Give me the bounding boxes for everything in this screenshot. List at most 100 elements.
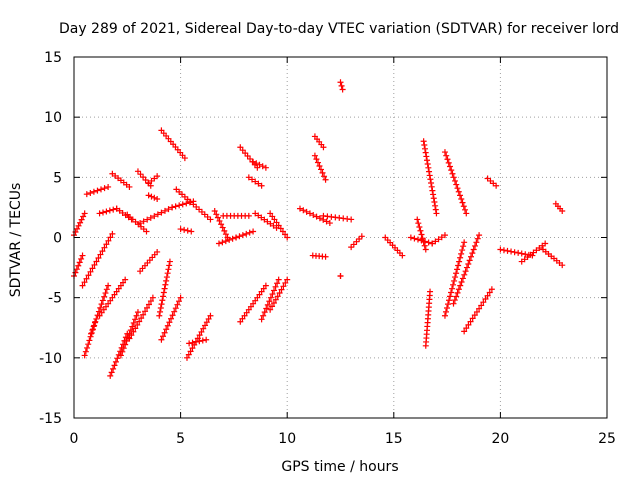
data-point xyxy=(427,176,434,183)
x-tick-label: 15 xyxy=(385,431,403,447)
data-point xyxy=(314,159,321,166)
data-point xyxy=(322,176,329,183)
data-point xyxy=(445,159,452,166)
data-point xyxy=(348,244,355,251)
data-point xyxy=(154,173,161,180)
data-point xyxy=(426,172,433,179)
data-series xyxy=(83,183,112,198)
data-series xyxy=(158,294,184,343)
data-point xyxy=(423,153,430,160)
data-point xyxy=(279,228,286,235)
data-point xyxy=(449,285,456,292)
data-series xyxy=(71,210,88,239)
data-point xyxy=(449,170,456,177)
data-point xyxy=(166,319,173,326)
data-point xyxy=(95,255,102,262)
data-point xyxy=(161,285,168,292)
data-point xyxy=(272,296,279,303)
data-point xyxy=(260,285,267,292)
data-series xyxy=(250,158,269,171)
data-series xyxy=(145,192,161,202)
data-point xyxy=(106,207,113,214)
data-point xyxy=(165,206,172,213)
data-point xyxy=(164,322,171,329)
data-point xyxy=(107,234,114,241)
data-series xyxy=(382,234,406,259)
data-series xyxy=(245,174,265,189)
data-point xyxy=(422,149,429,156)
data-point xyxy=(262,282,269,289)
data-series xyxy=(429,232,448,247)
data-point xyxy=(471,312,478,319)
data-point xyxy=(458,279,465,286)
data-point xyxy=(78,255,85,262)
data-point xyxy=(267,294,274,301)
data-point xyxy=(313,213,320,220)
data-point xyxy=(165,266,172,273)
data-point xyxy=(247,303,254,310)
data-point xyxy=(273,219,280,226)
data-point xyxy=(468,253,475,260)
data-point xyxy=(278,286,285,293)
data-point xyxy=(428,180,435,187)
data-point xyxy=(107,297,114,304)
data-point xyxy=(320,144,327,151)
data-point xyxy=(239,315,246,322)
data-point xyxy=(259,163,266,170)
data-point xyxy=(271,216,278,223)
data-point xyxy=(270,222,277,229)
data-point xyxy=(154,211,161,218)
data-point xyxy=(254,294,261,301)
data-point xyxy=(488,286,495,293)
data-point xyxy=(250,228,257,235)
data-point xyxy=(459,247,466,254)
data-point xyxy=(229,235,236,242)
data-marks xyxy=(71,79,566,379)
x-axis-title: GPS time / hours xyxy=(281,459,398,475)
y-tick-label: -10 xyxy=(39,351,62,367)
data-point xyxy=(457,192,464,199)
data-point xyxy=(211,208,218,215)
data-point xyxy=(426,168,433,175)
data-point xyxy=(163,277,170,284)
data-point xyxy=(137,220,144,227)
data-series xyxy=(158,127,188,162)
data-point xyxy=(99,248,106,255)
data-point xyxy=(75,262,82,269)
data-point xyxy=(261,216,268,223)
data-point xyxy=(102,290,109,297)
data-point xyxy=(219,224,226,231)
data-point xyxy=(78,216,85,223)
data-point xyxy=(160,333,167,340)
data-series xyxy=(320,212,355,223)
data-point xyxy=(73,266,80,273)
data-point xyxy=(458,195,465,202)
data-point xyxy=(89,327,96,334)
data-point xyxy=(255,180,262,187)
data-point xyxy=(108,369,115,376)
data-point xyxy=(90,323,97,330)
data-point xyxy=(458,250,465,257)
data-point xyxy=(126,183,133,190)
data-series xyxy=(267,276,291,313)
data-point xyxy=(99,209,106,216)
data-point xyxy=(151,213,158,220)
data-point xyxy=(266,298,273,305)
data-point xyxy=(469,315,476,322)
data-point xyxy=(473,308,480,315)
data-point xyxy=(474,235,481,242)
data-point xyxy=(460,203,467,210)
data-point xyxy=(96,210,103,217)
data-series xyxy=(252,210,280,231)
data-point xyxy=(243,309,250,316)
data-point xyxy=(98,309,105,316)
data-series xyxy=(88,282,112,337)
data-point xyxy=(221,227,228,234)
data-point xyxy=(255,212,262,219)
data-point xyxy=(95,308,102,315)
data-point xyxy=(429,240,436,247)
data-point xyxy=(164,270,171,277)
data-series xyxy=(81,318,99,359)
data-series xyxy=(220,212,252,219)
data-point xyxy=(504,247,511,254)
